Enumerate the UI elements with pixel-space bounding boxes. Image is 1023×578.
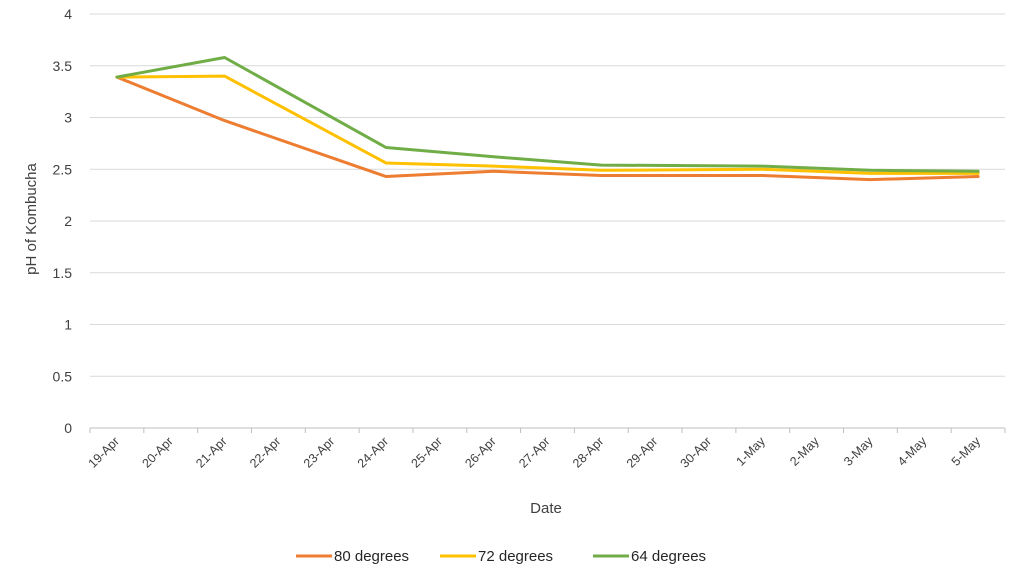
y-tick-label: 3 [64, 110, 72, 126]
series-lines [115, 56, 980, 182]
x-tick-label: 25-Apr [409, 434, 445, 470]
x-tick-label: 22-Apr [247, 434, 283, 470]
y-tick-label: 0.5 [53, 368, 73, 384]
x-tick-label: 1-May [733, 434, 768, 469]
legend: 80 degrees 72 degrees 64 degrees [296, 548, 706, 565]
x-axis-title: Date [530, 500, 562, 517]
legend-label: 64 degrees [631, 548, 706, 565]
x-tick-label: 21-Apr [193, 434, 229, 470]
x-tick-label: 19-Apr [86, 434, 122, 470]
x-tick-label: 26-Apr [462, 434, 498, 470]
x-tick-label: 23-Apr [301, 434, 337, 470]
y-axis-ticks: 0 0.5 1 1.5 2 2.5 3 3.5 4 [53, 6, 73, 436]
x-tick-label: 30-Apr [678, 434, 714, 470]
x-tick-label: 3-May [841, 434, 876, 469]
x-tick-label: 28-Apr [570, 434, 606, 470]
legend-label: 72 degrees [478, 548, 553, 565]
y-tick-label: 2.5 [53, 161, 73, 177]
y-tick-label: 1 [64, 317, 72, 333]
x-axis-ticks: 19-Apr 20-Apr 21-Apr 22-Apr 23-Apr 24-Apr 25-A… [86, 428, 1006, 471]
y-tick-label: 3.5 [53, 58, 73, 74]
x-tick-label: 2-May [787, 434, 822, 469]
y-tick-label: 4 [64, 6, 72, 22]
legend-label: 80 degrees [334, 548, 409, 565]
x-tick-label: 24-Apr [355, 434, 391, 470]
x-tick-label: 27-Apr [516, 434, 552, 470]
y-tick-label: 1.5 [53, 265, 73, 281]
x-tick-label: 5-May [949, 434, 984, 469]
x-tick-label: 29-Apr [624, 434, 660, 470]
series-line-72-degrees [115, 74, 980, 175]
y-axis-title: pH of Kombucha [23, 162, 40, 274]
y-tick-label: 0 [64, 420, 72, 436]
series-line-80-degrees [115, 75, 980, 182]
x-tick-label: 4-May [895, 434, 930, 469]
x-tick-label: 20-Apr [139, 434, 175, 470]
y-tick-label: 2 [64, 213, 72, 229]
series-line-64-degrees [115, 56, 980, 173]
